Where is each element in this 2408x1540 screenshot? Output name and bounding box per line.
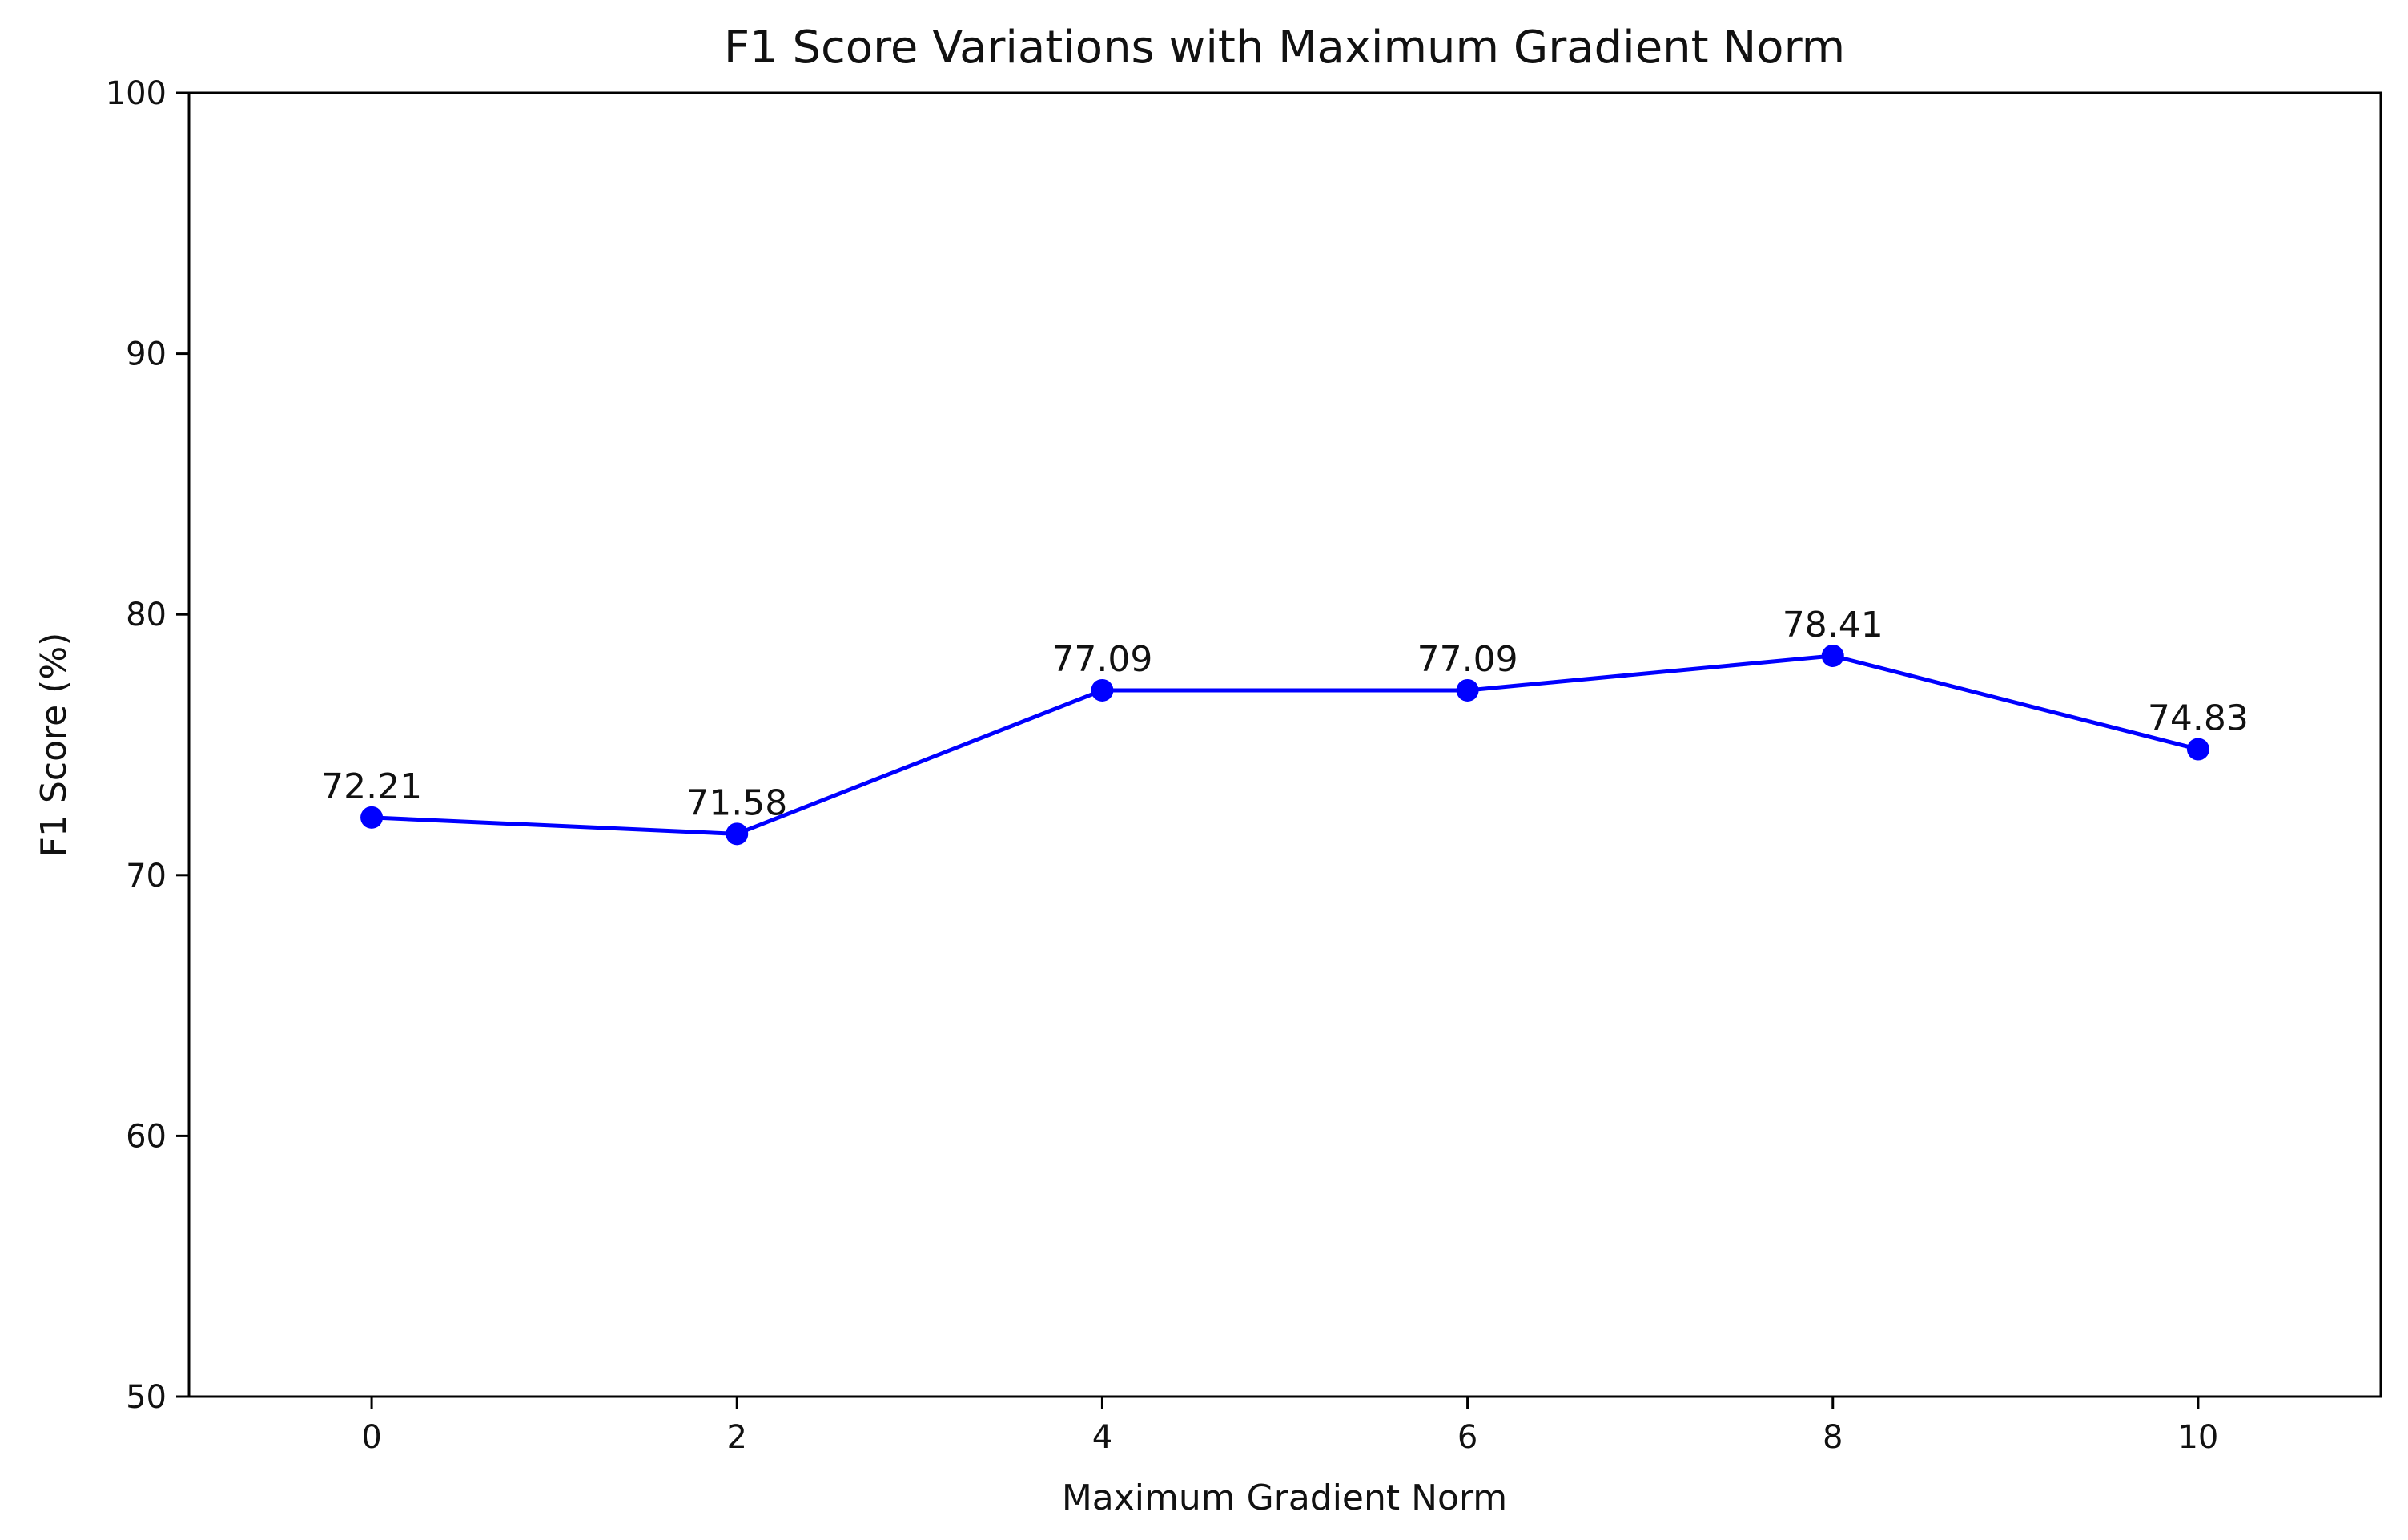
- x-tick-label: 10: [2177, 1419, 2218, 1456]
- data-label: 77.09: [1417, 639, 1518, 680]
- x-tick-label: 8: [1823, 1419, 1843, 1456]
- y-tick-label: 80: [126, 597, 167, 633]
- data-point: [726, 822, 749, 846]
- data-point: [1091, 678, 1114, 702]
- data-label: 77.09: [1051, 639, 1152, 680]
- x-tick-label: 4: [1092, 1419, 1112, 1456]
- series-layer: [360, 644, 2209, 846]
- y-tick-label: 90: [126, 336, 167, 373]
- x-tick-label: 0: [361, 1419, 381, 1456]
- y-tick-label: 50: [126, 1379, 167, 1416]
- data-point: [360, 806, 384, 829]
- data-label: 78.41: [1783, 605, 1883, 645]
- x-axis: 0 2 4 6 8 10: [361, 1397, 2218, 1456]
- data-point: [2186, 738, 2209, 761]
- data-label: 72.21: [321, 766, 422, 807]
- y-tick-label: 70: [126, 858, 167, 895]
- series-line: [371, 653, 2199, 836]
- data-point: [1821, 644, 1844, 667]
- data-label: 71.58: [686, 782, 787, 823]
- x-axis-label: Maximum Gradient Norm: [1062, 1478, 1507, 1518]
- y-axis-label: F1 Score (%): [34, 633, 74, 858]
- data-point: [1456, 678, 1479, 702]
- plot-frame: [187, 91, 2382, 1398]
- data-label: 74.83: [2148, 698, 2249, 739]
- x-tick-label: 6: [1457, 1419, 1477, 1456]
- x-tick-label: 2: [727, 1419, 747, 1456]
- y-tick-label: 100: [106, 75, 167, 112]
- data-labels-layer: 72.21 71.58 77.09 77.09 78.41 74.83: [321, 605, 2249, 823]
- y-axis: 50 60 70 80 90 100: [106, 75, 189, 1416]
- chart-title: F1 Score Variations with Maximum Gradien…: [724, 22, 1845, 74]
- y-tick-label: 60: [126, 1118, 167, 1155]
